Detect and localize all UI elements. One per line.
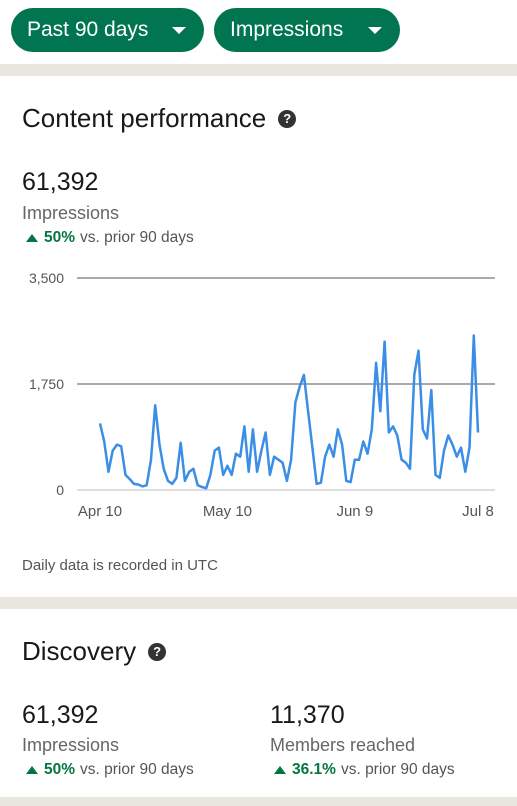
impressions-change: 50% vs. prior 90 days [26, 229, 194, 247]
discovery-impressions-label: Impressions [22, 735, 120, 755]
discovery-impressions-change: 50% vs. prior 90 days [26, 761, 194, 779]
section-divider [0, 797, 517, 806]
content-performance-title: Content performance ? [22, 103, 297, 134]
y-tick-label: 3,500 [29, 270, 64, 286]
trend-up-icon [26, 766, 38, 774]
section-divider [0, 597, 517, 609]
discovery-title-text: Discovery [22, 636, 137, 666]
utc-footnote: Daily data is recorded in UTC [22, 557, 218, 574]
change-percent: 36.1% [292, 761, 336, 778]
help-icon[interactable]: ? [278, 109, 297, 128]
x-tick-label: Jun 9 [336, 503, 373, 520]
impressions-series-line[interactable] [98, 334, 480, 490]
metric-label: Impressions [230, 18, 344, 41]
date-range-label: Past 90 days [27, 18, 149, 41]
change-text: vs. prior 90 days [80, 229, 194, 246]
x-tick-label: Apr 10 [78, 503, 122, 520]
change-percent: 50% [44, 229, 76, 246]
content-performance-title-text: Content performance [22, 103, 267, 133]
impressions-chart: 3,500 1,750 0 Apr 10 May 10 Jun 9 Jul 8 [29, 270, 495, 520]
discovery-impressions-value: 61,392 [22, 701, 99, 729]
change-text: vs. prior 90 days [340, 761, 455, 778]
x-tick-label: Jul 8 [462, 503, 494, 520]
discovery-title: Discovery ? [22, 636, 167, 667]
caret-down-icon [368, 27, 382, 34]
impressions-total: 61,392 [22, 168, 99, 196]
change-text: vs. prior 90 days [80, 761, 194, 778]
date-range-dropdown[interactable]: Past 90 days [11, 8, 204, 52]
trend-up-icon [26, 234, 38, 242]
trend-up-icon [274, 766, 286, 774]
members-reached-change: 36.1% vs. prior 90 days [274, 761, 455, 779]
section-divider [0, 64, 517, 76]
caret-down-icon [172, 27, 186, 34]
x-tick-label: May 10 [203, 503, 252, 520]
filter-bar: Past 90 days Impressions [0, 0, 517, 64]
change-percent: 50% [44, 761, 76, 778]
metric-dropdown[interactable]: Impressions [214, 8, 400, 52]
help-icon[interactable]: ? [148, 642, 167, 661]
y-tick-label: 1,750 [29, 376, 64, 392]
y-tick-label: 0 [56, 482, 64, 498]
members-reached-value: 11,370 [270, 701, 345, 729]
impressions-label: Impressions [22, 203, 120, 223]
members-reached-label: Members reached [270, 735, 416, 755]
